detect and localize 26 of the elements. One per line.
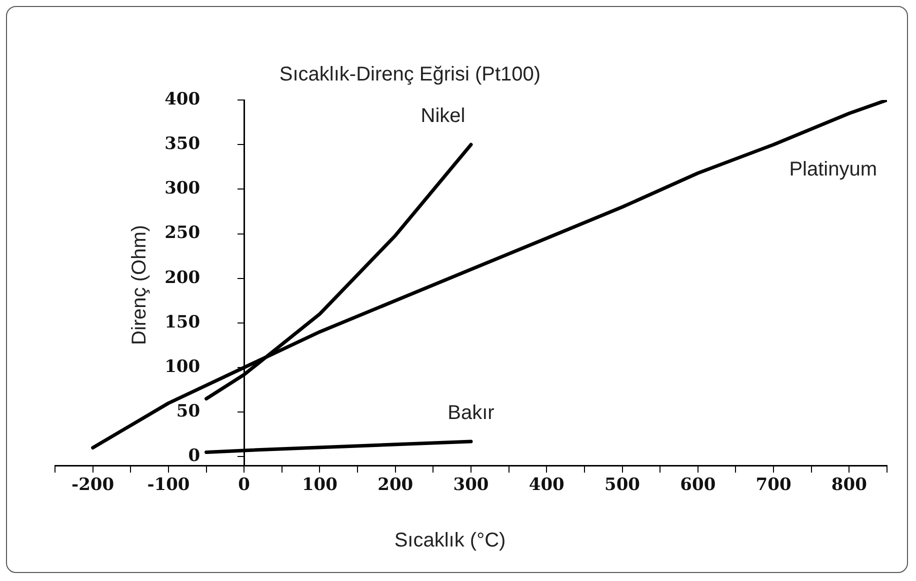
- x-tick-label: 300: [453, 475, 489, 496]
- y-tick-label: 50: [176, 402, 200, 422]
- y-axis-title: Direnç (Ohm): [128, 224, 151, 346]
- y-tick-label: 100: [164, 356, 200, 377]
- x-axis-title: Sıcaklık (°C): [394, 530, 506, 552]
- chart-title: Sıcaklık-Direnç Eğrisi (Pt100): [279, 64, 541, 86]
- y-tick-label: 150: [164, 312, 200, 332]
- x-tick-label: 800: [831, 475, 868, 496]
- series-label: Bakır: [448, 402, 495, 424]
- y-tick-label: 400: [164, 89, 200, 110]
- y-tick-label: 0: [188, 446, 200, 466]
- x-tick-label: 400: [528, 475, 565, 496]
- y-tick-label: 350: [164, 134, 200, 154]
- x-tick-label: 200: [378, 475, 414, 496]
- x-tick-label: -100: [147, 475, 190, 496]
- y-tick-label: 250: [164, 223, 200, 244]
- y-tick-label: 300: [164, 178, 200, 199]
- y-tick-label: 200: [164, 268, 200, 288]
- x-tick-label: 600: [680, 475, 716, 496]
- x-tick-label: -200: [72, 475, 114, 496]
- x-tick-label: 0: [238, 475, 250, 496]
- x-tick-label: 700: [756, 475, 792, 496]
- x-tick-label: 100: [302, 475, 338, 496]
- x-tick-label: 500: [604, 475, 640, 496]
- series-label: Platinyum: [789, 158, 877, 181]
- series-label: Nikel: [420, 105, 466, 128]
